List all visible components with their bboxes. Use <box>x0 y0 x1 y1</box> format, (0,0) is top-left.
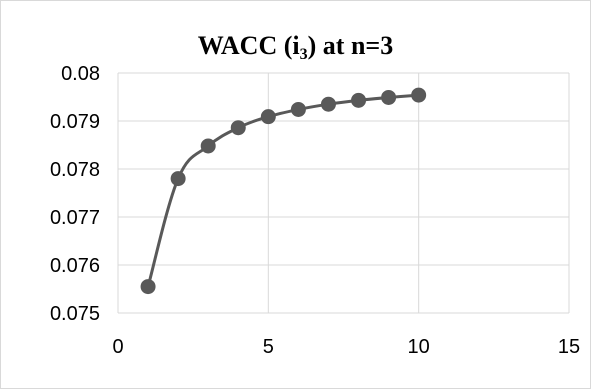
data-point <box>200 138 216 154</box>
chart-title: WACC (i3) at n=3 <box>1 31 590 64</box>
title-subscript: 3 <box>299 46 308 63</box>
tick-labels: 0.075 0.076 0.077 0.078 0.079 0.08 0 5 10 15 <box>50 63 580 358</box>
series-layer <box>140 87 427 295</box>
axes <box>117 73 569 314</box>
x-tick-label: 0 <box>112 336 123 358</box>
title-suffix: ) at n=3 <box>307 31 394 60</box>
x-tick-label: 5 <box>263 336 274 358</box>
data-point <box>381 89 397 105</box>
x-tick-label: 15 <box>558 336 580 358</box>
y-tick-label: 0.075 <box>50 303 100 325</box>
data-point <box>351 92 367 108</box>
x-tick-label: 10 <box>408 336 430 358</box>
data-point <box>290 101 306 117</box>
title-prefix: WACC (i <box>197 31 300 60</box>
data-point <box>170 171 186 187</box>
y-tick-label: 0.079 <box>50 111 100 133</box>
y-tick-label: 0.078 <box>50 159 100 181</box>
series-line <box>146 93 419 288</box>
gridlines <box>118 72 570 313</box>
y-tick-label: 0.076 <box>50 255 100 277</box>
data-point <box>140 279 156 295</box>
data-point <box>260 109 276 125</box>
data-point <box>320 96 336 112</box>
y-tick-label: 0.08 <box>61 63 100 85</box>
y-tick-label: 0.077 <box>50 207 100 229</box>
data-point <box>230 120 246 136</box>
data-point <box>411 87 427 103</box>
